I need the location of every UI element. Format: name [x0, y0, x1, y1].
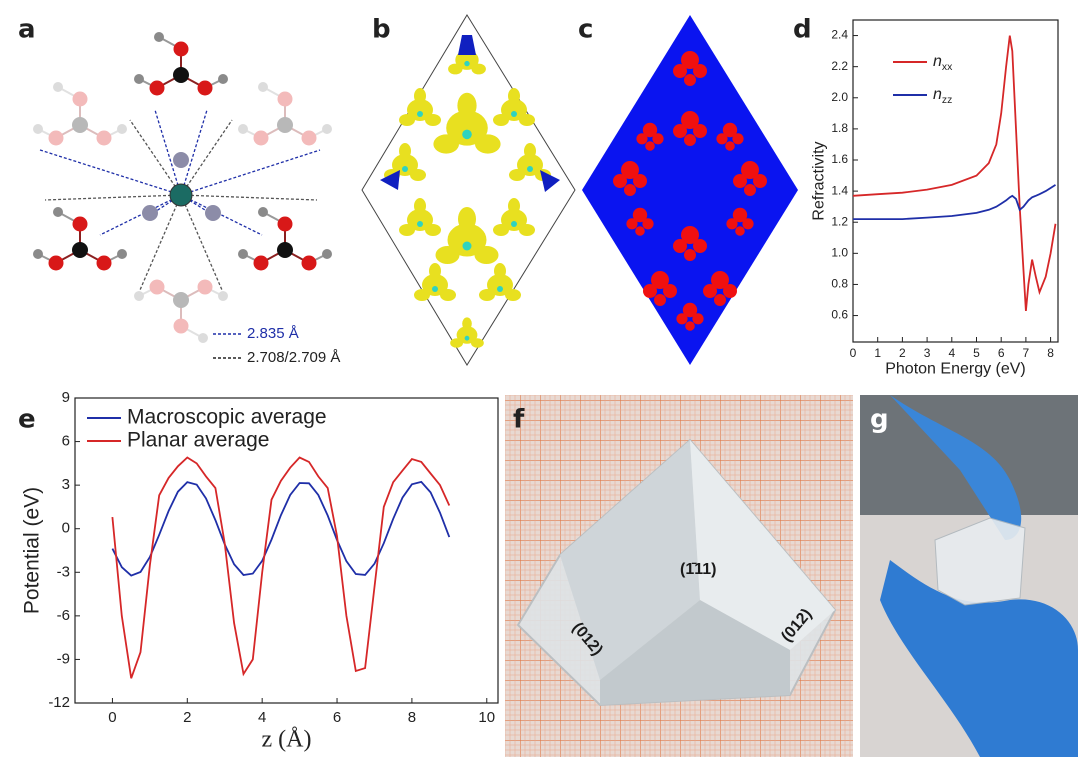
bond-label: 2.708/2.709 Å — [247, 349, 340, 366]
face-label: (1̄11) — [680, 561, 716, 578]
y-tick-label: 2.4 — [831, 28, 848, 42]
x-tick-label: 8 — [408, 709, 416, 726]
panel-label: e — [18, 405, 36, 435]
x-tick-label: 2 — [183, 709, 191, 726]
y-tick-label: 1.0 — [831, 246, 848, 260]
y-axis-label: Potential (eV) — [21, 487, 44, 614]
y-tick-label: 1.8 — [831, 121, 848, 135]
x-tick-label: 6 — [333, 709, 341, 726]
x-axis-label: Photon Energy (eV) — [885, 360, 1026, 377]
legend-label: nxx — [933, 53, 953, 73]
y-tick-label: 1.2 — [831, 214, 848, 228]
legend-label-part: n — [933, 53, 942, 70]
legend-label-part: n — [933, 86, 942, 103]
y-tick-label: 1.6 — [831, 152, 848, 166]
y-tick-label: 0 — [62, 520, 70, 537]
x-tick-label: 6 — [998, 346, 1005, 360]
x-axis-label: z (Å) — [262, 726, 312, 752]
photo-g — [860, 395, 1078, 757]
y-tick-label: 6 — [62, 433, 70, 450]
x-tick-label: 3 — [924, 346, 931, 360]
data-line — [111, 456, 451, 679]
x-tick-label: 5 — [973, 346, 980, 360]
y-tick-label: -12 — [48, 694, 70, 711]
panel-label: c — [578, 15, 593, 45]
y-tick-label: 0.6 — [831, 308, 848, 322]
legend-label: Macroscopic average — [127, 406, 327, 429]
x-tick-label: 0 — [108, 709, 116, 726]
plot-frame — [74, 397, 499, 704]
panel-label: b — [372, 15, 391, 45]
legend-label-part: xx — [942, 62, 953, 73]
legend-label: nzz — [933, 86, 952, 106]
data-line — [852, 35, 1057, 311]
y-tick-label: -3 — [57, 563, 70, 580]
charge-density-b — [361, 14, 576, 366]
legend-label: Planar average — [127, 429, 269, 452]
y-tick-label: 2.2 — [831, 59, 848, 73]
x-tick-label: 10 — [478, 709, 495, 726]
data-line — [853, 184, 1056, 220]
panel-label: a — [18, 15, 36, 45]
plot-frame — [852, 19, 1059, 343]
x-tick-label: 7 — [1023, 346, 1030, 360]
y-tick-label: 9 — [62, 389, 70, 406]
y-axis-label: Refractivity — [811, 141, 828, 220]
data-line — [111, 480, 451, 577]
x-tick-label: 0 — [850, 346, 857, 360]
bond-label: 2.835 Å — [247, 325, 299, 342]
structure-a — [32, 31, 333, 359]
x-tick-label: 8 — [1047, 346, 1054, 360]
panel-label: f — [513, 405, 525, 435]
charge-density-c — [582, 15, 798, 365]
y-tick-label: 1.4 — [831, 183, 848, 197]
y-tick-label: -6 — [57, 607, 70, 624]
x-tick-label: 4 — [948, 346, 955, 360]
y-tick-label: 2.0 — [831, 90, 848, 104]
panel-label: d — [793, 15, 812, 45]
x-tick-label: 1 — [874, 346, 881, 360]
x-tick-label: 4 — [258, 709, 266, 726]
y-tick-label: 3 — [62, 476, 70, 493]
y-tick-label: 0.8 — [831, 277, 848, 291]
panel-label: g — [870, 405, 889, 435]
photo-f — [505, 395, 853, 757]
y-tick-label: -9 — [57, 650, 70, 667]
legend-label-part: zz — [942, 95, 952, 106]
x-tick-label: 2 — [899, 346, 906, 360]
